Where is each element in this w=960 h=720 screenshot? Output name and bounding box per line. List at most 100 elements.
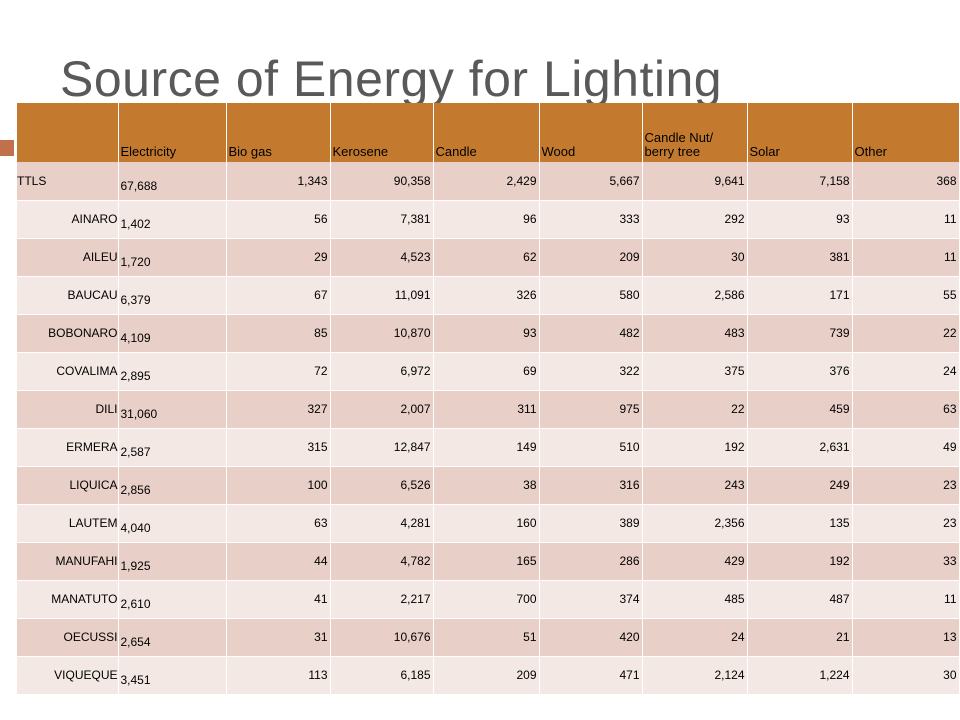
- title-accent-bar: [0, 140, 14, 156]
- header-cell-electricity: Electricity: [118, 103, 227, 162]
- header-cell-solar: Solar: [747, 103, 853, 162]
- value-cell: 38: [433, 466, 540, 505]
- value-cell: 13: [852, 618, 960, 657]
- value-cell: 62: [433, 238, 540, 277]
- value-cell: 69: [433, 352, 540, 391]
- value-cell: 1,224: [747, 656, 853, 695]
- value-cell: 333: [539, 200, 643, 239]
- header-cell-kerosene: Kerosene: [330, 103, 434, 162]
- value-cell: 2,007: [330, 390, 434, 429]
- region-cell: TTLS: [17, 162, 119, 201]
- region-cell: LIQUICA: [17, 466, 119, 505]
- value-cell: 6,526: [330, 466, 434, 505]
- table-row: VIQUEQUE 3,451 113 6,185 209 471 2,124 1,224 30: [17, 656, 960, 695]
- value-cell: 63: [226, 504, 331, 543]
- region-cell: LAUTEM: [17, 504, 119, 543]
- value-cell: 29: [226, 238, 331, 277]
- table-row: COVALIMA 2,895 72 6,972 69 322 375 376 24: [17, 352, 960, 391]
- value-cell: 31,060: [118, 390, 227, 429]
- value-cell: 739: [747, 314, 853, 353]
- region-cell: OECUSSI: [17, 618, 119, 657]
- value-cell: 4,523: [330, 238, 434, 277]
- value-cell: 286: [539, 542, 643, 581]
- value-cell: 1,720: [118, 238, 227, 277]
- value-cell: 243: [642, 466, 748, 505]
- value-cell: 171: [747, 276, 853, 315]
- value-cell: 33: [852, 542, 960, 581]
- region-cell: AINARO: [17, 200, 119, 239]
- region-cell: BOBONARO: [17, 314, 119, 353]
- table-row: AINARO 1,402 56 7,381 96 333 292 93 11: [17, 200, 960, 239]
- value-cell: 2,217: [330, 580, 434, 619]
- value-cell: 93: [433, 314, 540, 353]
- value-cell: 149: [433, 428, 540, 467]
- value-cell: 24: [642, 618, 748, 657]
- table-body: TTLS 67,688 1,343 90,358 2,429 5,667 9,641 7,15…: [17, 162, 960, 695]
- value-cell: 209: [433, 656, 540, 695]
- value-cell: 510: [539, 428, 643, 467]
- value-cell: 67,688: [118, 162, 227, 201]
- value-cell: 67: [226, 276, 331, 315]
- value-cell: 30: [642, 238, 748, 277]
- value-cell: 4,109: [118, 314, 227, 353]
- value-cell: 1,925: [118, 542, 227, 581]
- value-cell: 2,587: [118, 428, 227, 467]
- value-cell: 374: [539, 580, 643, 619]
- region-cell: ERMERA: [17, 428, 119, 467]
- value-cell: 11: [852, 238, 960, 277]
- value-cell: 459: [747, 390, 853, 429]
- table-row: AILEU 1,720 29 4,523 62 209 30 381 11: [17, 238, 960, 277]
- value-cell: 471: [539, 656, 643, 695]
- value-cell: 487: [747, 580, 853, 619]
- value-cell: 316: [539, 466, 643, 505]
- value-cell: 41: [226, 580, 331, 619]
- value-cell: 22: [642, 390, 748, 429]
- value-cell: 6,379: [118, 276, 227, 315]
- table-row: BAUCAU 6,379 67 11,091 326 580 2,586 171 55: [17, 276, 960, 315]
- region-cell: COVALIMA: [17, 352, 119, 391]
- header-cell-candle-nut-berry-tree: Candle Nut/ berry tree: [642, 103, 748, 162]
- value-cell: 375: [642, 352, 748, 391]
- value-cell: 135: [747, 504, 853, 543]
- value-cell: 322: [539, 352, 643, 391]
- value-cell: 429: [642, 542, 748, 581]
- value-cell: 315: [226, 428, 331, 467]
- region-cell: MANATUTO: [17, 580, 119, 619]
- value-cell: 100: [226, 466, 331, 505]
- value-cell: 249: [747, 466, 853, 505]
- value-cell: 44: [226, 542, 331, 581]
- table-row: ERMERA 2,587 315 12,847 149 510 192 2,631 49: [17, 428, 960, 467]
- table-row: MANATUTO 2,610 41 2,217 700 374 485 487 11: [17, 580, 960, 619]
- value-cell: 12,847: [330, 428, 434, 467]
- value-cell: 389: [539, 504, 643, 543]
- energy-table-container: Electricity Bio gas Kerosene Candle Wood Cand…: [17, 103, 960, 695]
- value-cell: 6,972: [330, 352, 434, 391]
- value-cell: 23: [852, 504, 960, 543]
- value-cell: 21: [747, 618, 853, 657]
- header-cell-wood: Wood: [539, 103, 643, 162]
- region-cell: AILEU: [17, 238, 119, 277]
- value-cell: 3,451: [118, 656, 227, 695]
- region-cell: DILI: [17, 390, 119, 429]
- value-cell: 72: [226, 352, 331, 391]
- value-cell: 10,870: [330, 314, 434, 353]
- value-cell: 2,895: [118, 352, 227, 391]
- header-cell-region: [17, 103, 119, 162]
- value-cell: 700: [433, 580, 540, 619]
- value-cell: 420: [539, 618, 643, 657]
- value-cell: 368: [852, 162, 960, 201]
- header-cell-other: Other: [852, 103, 960, 162]
- table-header-row: Electricity Bio gas Kerosene Candle Wood Cand…: [17, 103, 960, 162]
- value-cell: 23: [852, 466, 960, 505]
- value-cell: 55: [852, 276, 960, 315]
- region-cell: BAUCAU: [17, 276, 119, 315]
- value-cell: 580: [539, 276, 643, 315]
- value-cell: 2,356: [642, 504, 748, 543]
- value-cell: 2,856: [118, 466, 227, 505]
- table-row: LAUTEM 4,040 63 4,281 160 389 2,356 135 23: [17, 504, 960, 543]
- value-cell: 2,610: [118, 580, 227, 619]
- value-cell: 30: [852, 656, 960, 695]
- value-cell: 2,586: [642, 276, 748, 315]
- value-cell: 11: [852, 200, 960, 239]
- value-cell: 11,091: [330, 276, 434, 315]
